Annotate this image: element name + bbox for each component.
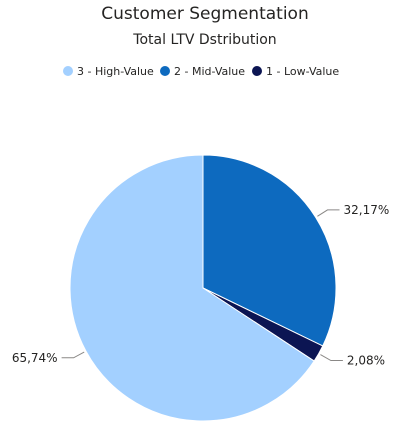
data-label-mid-value: 32,17% bbox=[344, 203, 390, 217]
slice-mid-value[interactable] bbox=[202, 154, 337, 347]
legend: 3 - High-Value 2 - Mid-Value 1 - Low-Val… bbox=[63, 65, 339, 78]
legend-label-mid-value[interactable]: 2 - Mid-Value bbox=[174, 65, 245, 78]
leader-line bbox=[61, 351, 85, 359]
leader-line bbox=[317, 209, 340, 217]
leader-line bbox=[320, 354, 343, 361]
legend-marker-low-value bbox=[252, 66, 262, 76]
data-label-low-value: 2,08% bbox=[347, 354, 385, 368]
legend-label-low-value[interactable]: 1 - Low-Value bbox=[266, 65, 339, 78]
chart-subtitle: Total LTV Dstribution bbox=[132, 32, 276, 48]
legend-marker-high-value bbox=[63, 66, 73, 76]
pie-slices bbox=[69, 154, 337, 422]
slice-high-value[interactable] bbox=[69, 154, 315, 422]
legend-label-high-value[interactable]: 3 - High-Value bbox=[77, 65, 154, 78]
data-labels: 32,17% 2,08% 65,74% bbox=[12, 203, 389, 368]
data-label-high-value: 65,74% bbox=[12, 351, 58, 365]
legend-marker-mid-value bbox=[160, 66, 170, 76]
chart-title: Customer Segmentation bbox=[101, 4, 308, 24]
